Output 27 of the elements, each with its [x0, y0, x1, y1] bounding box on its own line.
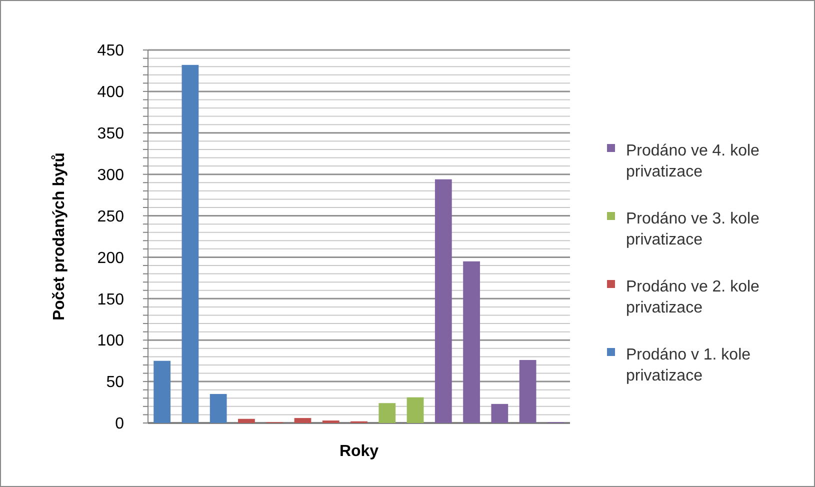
y-tick-label: 400 — [97, 84, 124, 102]
bar — [463, 261, 480, 423]
y-tick-label: 150 — [97, 291, 124, 308]
legend-label: Prodáno ve 4. kole privatizace — [626, 142, 760, 180]
bar — [154, 360, 171, 423]
y-tick-label: 0 — [115, 416, 124, 433]
bar — [406, 397, 424, 423]
legend-label: Prodáno ve 2. kole privatizace — [626, 278, 760, 316]
y-tick-label: 300 — [97, 166, 124, 184]
y-tick-label: 100 — [97, 332, 124, 350]
bar — [378, 403, 396, 423]
legend-label: Prodáno ve 3. kole privatizace — [626, 210, 760, 248]
y-axis-title: Počet prodaných bytů — [51, 152, 68, 321]
bar — [238, 418, 255, 423]
y-tick-label: 350 — [97, 125, 124, 142]
legend-label: Prodáno v 1. kole privatizace — [626, 346, 751, 384]
bar — [182, 64, 199, 423]
y-tick-label: 50 — [106, 374, 124, 392]
bar — [519, 360, 536, 423]
y-tick-label: 200 — [97, 250, 124, 267]
bar — [491, 404, 508, 423]
x-axis-title: Roky — [339, 443, 379, 460]
bar — [294, 418, 312, 423]
y-tick-label: 250 — [97, 208, 124, 226]
bar — [210, 394, 227, 423]
bar — [434, 179, 452, 423]
y-tick-label: 450 — [97, 42, 124, 60]
